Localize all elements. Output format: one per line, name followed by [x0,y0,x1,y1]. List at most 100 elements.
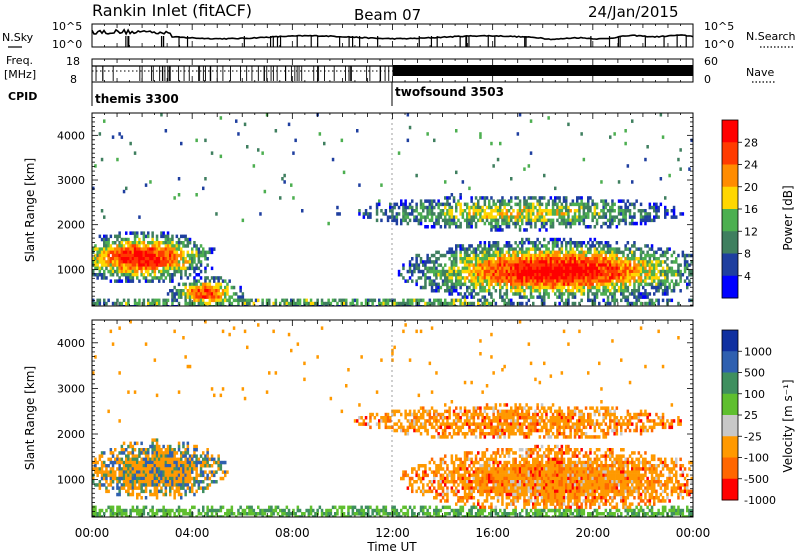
heatmap-cell [318,505,322,510]
heatmap-cell [147,460,150,465]
heatmap-cell [136,512,139,516]
heatmap-cell [120,515,124,517]
heatmap-cell [195,279,198,283]
heatmap-cell [527,205,531,210]
heatmap-cell [149,260,152,264]
heatmap-cell [435,276,438,280]
heatmap-cell [417,266,421,271]
heatmap-cell [404,301,407,306]
heatmap-cell [485,196,489,200]
heatmap-cell [527,260,531,264]
heatmap-cell [543,215,546,219]
heatmap-cell [111,467,115,471]
heatmap-cell [483,199,487,203]
heatmap-cell [171,273,174,277]
heatmap-cell [285,301,289,306]
heatmap-cell [188,260,192,264]
heatmap-cell [404,512,407,516]
heatmap-cell [534,289,537,293]
heatmap-cell [604,292,608,296]
heatmap-cell [109,263,113,267]
heatmap-cell [532,276,535,280]
heatmap-cell [144,260,148,264]
heatmap-cell [122,486,126,490]
heatmap-cell [158,508,161,513]
heatmap-cell [191,505,194,510]
heatmap-cell [503,202,506,207]
heatmap-cell [637,263,641,267]
heatmap-cell [650,247,654,251]
heatmap-cell [155,257,159,261]
heatmap-cell [424,225,427,229]
heatmap-cell [195,295,198,299]
heatmap-cell [224,470,227,474]
heatmap-cell [602,199,605,203]
heatmap-cell [188,464,192,468]
heatmap-cell [334,298,337,303]
heatmap-cell [375,422,379,426]
heatmap-cell [237,298,240,303]
heatmap-cell [140,451,143,455]
heatmap-cell [151,257,154,261]
heatmap-cell [413,505,416,510]
heatmap-cell [210,473,214,478]
heatmap-cell [153,492,157,497]
heatmap-cell [375,202,379,207]
heatmap-cell [419,212,423,216]
heatmap-cell [470,269,473,274]
heatmap-cell [532,260,535,264]
heatmap-cell [551,221,555,226]
heatmap-cell [620,279,623,283]
heatmap-cell [155,244,159,248]
heatmap-cell [118,263,121,267]
heatmap-cell [444,215,447,219]
heatmap-cell [109,515,113,517]
heatmap-cell [556,282,559,287]
heatmap-cell [637,247,641,251]
heatmap-cell [549,250,553,255]
heatmap-cell [164,266,168,271]
heatmap-cell [490,279,493,283]
heatmap-cell [155,393,159,398]
heatmap-cell [169,241,172,245]
heatmap-cell [466,212,469,216]
heatmap-cell [226,282,229,287]
heatmap-cell [474,202,478,207]
heatmap-cell [127,492,130,497]
heatmap-cell [578,215,581,219]
heatmap-cell [417,298,421,303]
heatmap-cell [125,269,128,274]
heatmap-cell [455,205,458,210]
heatmap-cell [118,247,121,251]
heatmap-cell [175,460,179,465]
heatmap-cell [109,247,113,251]
heatmap-cell [675,257,678,261]
heatmap-cell [138,298,141,303]
heatmap-cell [158,244,161,248]
heatmap-cell [153,257,157,261]
heatmap-cell [593,225,597,229]
heatmap-cell [604,266,608,271]
heatmap-cell [127,276,130,280]
heatmap-cell [560,244,564,248]
heatmap-cell [554,237,557,242]
heatmap-cell [230,295,234,299]
heatmap-cell [153,486,157,490]
heatmap-cell [661,298,665,303]
heatmap-cell [613,247,616,251]
heatmap-cell [628,257,632,261]
heatmap-cell [208,282,212,287]
heatmap-cell [177,269,181,274]
heatmap-cell [391,215,394,219]
heatmap-cell [114,448,117,452]
heatmap-cell [133,480,137,484]
heatmap-cell [149,480,152,484]
heatmap-cell [644,266,647,271]
heatmap-cell [129,470,132,474]
heatmap-cell [142,273,146,277]
heatmap-cell [204,295,207,299]
heatmap-cell [595,269,599,274]
heatmap-cell [177,486,181,490]
heatmap-cell [496,205,500,210]
heatmap-cell [219,464,223,468]
